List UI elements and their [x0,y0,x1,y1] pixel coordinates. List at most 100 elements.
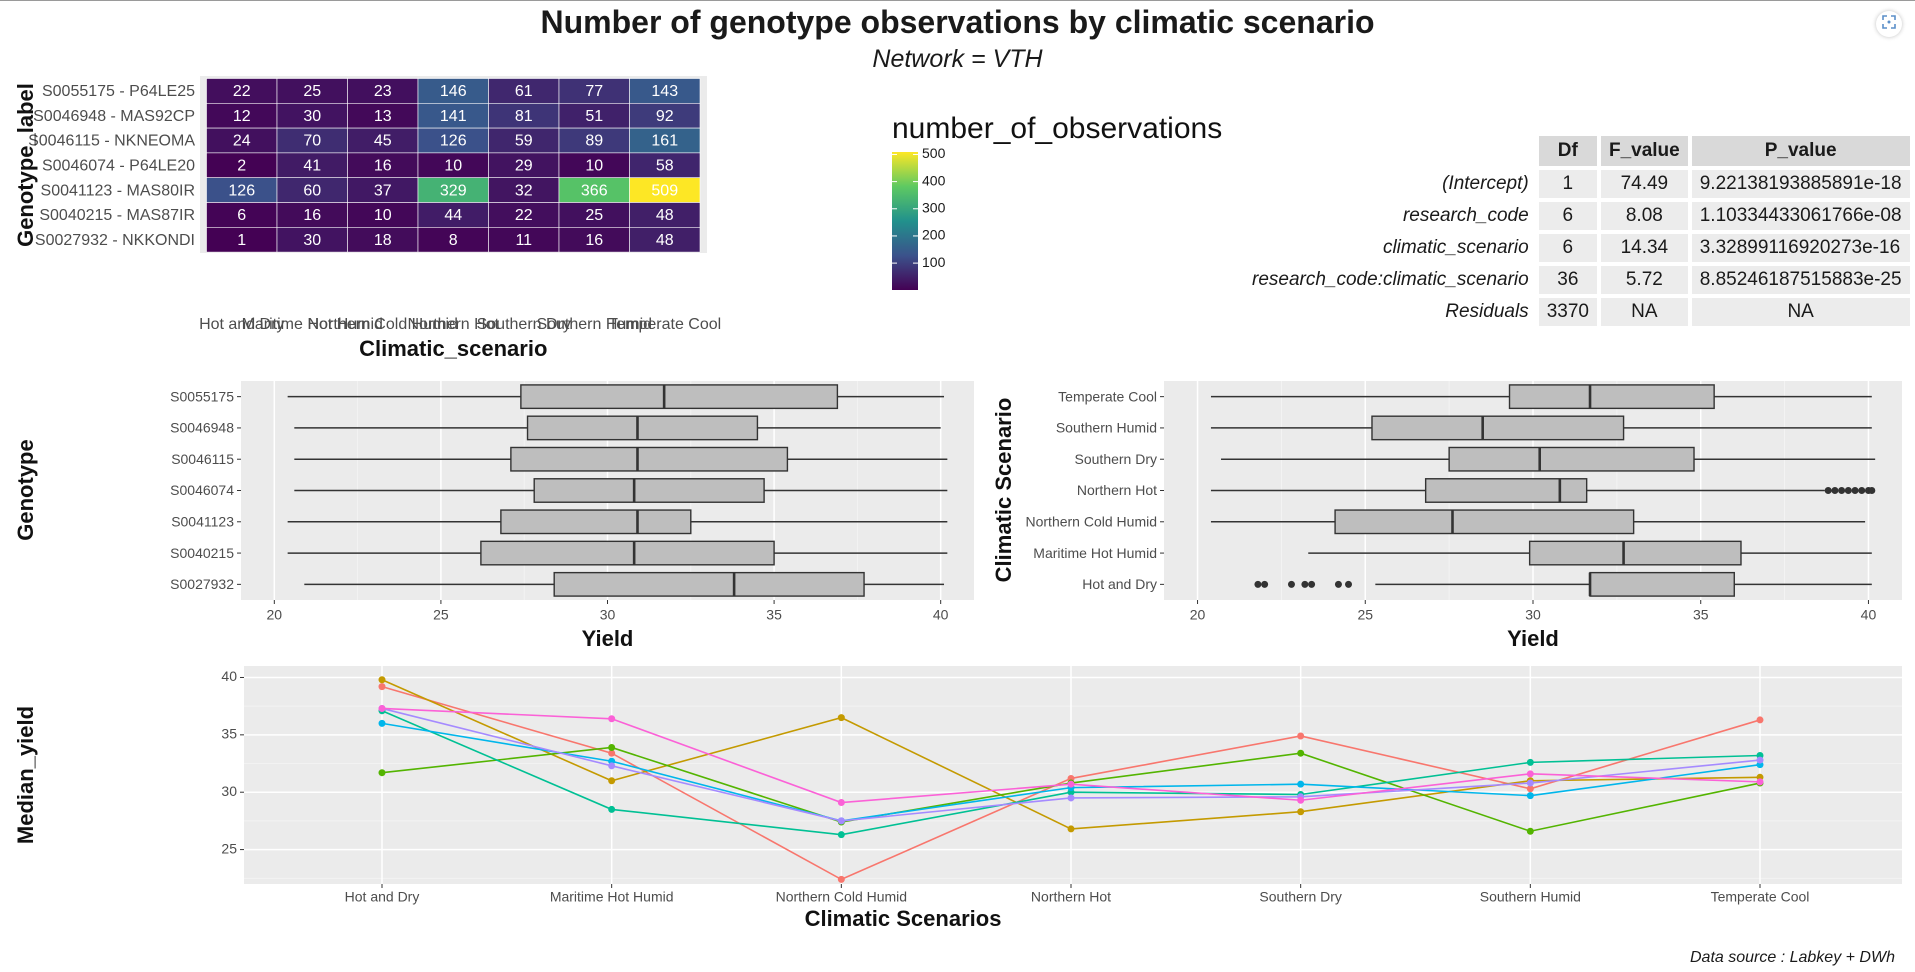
heatmap-cell [558,103,630,129]
anova-df: 6 [1538,202,1597,230]
heatmap-cell-label: 10 [444,158,462,175]
heatmap-cell-label: 10 [585,158,603,175]
scenario-boxplot-y-tick-label: Southern Dry [1075,451,1157,467]
heatmap-cell-label: 11 [515,232,532,249]
heatmap-cell-label: 141 [440,108,467,125]
genotype-boxplot-box [510,446,789,472]
heatmap-cell-label: 45 [374,133,392,150]
heatmap-cell-label: 89 [585,133,603,150]
heatmap-cell-label: 30 [303,232,321,249]
scenario-boxplot-x-tick-label: 40 [1861,607,1877,623]
heatmap-y-tick-label: S0041123 - MAS80IR [41,182,195,199]
scenario-boxplot-box [1334,509,1635,535]
heatmap-legend-tick-label: 400 [922,172,946,188]
heatmap-cell [488,127,560,154]
heatmap-cell-label: 22 [515,207,533,224]
median-yield-point [1297,796,1305,804]
expand-button[interactable] [1876,11,1902,37]
scenario-boxplot-y-tick-label: Southern Humid [1056,420,1157,436]
anova-row: research_code:climatic_scenario 36 5.72 … [1244,266,1910,294]
heatmap-legend-title: number_of_observations [892,112,1222,145]
heatmap-x-tick-label: Northern Cold Humid [308,316,458,333]
scenario-boxplot-outlier [1844,487,1852,494]
scenario-boxplot-x-tick-label: 25 [1357,607,1373,623]
heatmap-y-tick-label: S0046948 - MAS92CP [33,108,195,125]
anova-f: 14.34 [1600,234,1688,262]
scenario-boxplot-box [1371,415,1625,441]
median-yield-point [1067,825,1075,833]
genotype-boxplot-x-tick-label: 40 [933,607,949,623]
heatmap-x-axis-title: Climatic_scenario [359,336,547,361]
anova-p: 3.32899116920273e-16 [1691,234,1910,262]
heatmap-cell-label: 30 [303,108,321,125]
anova-table: Df F_value P_value (Intercept) 1 74.49 9… [1240,132,1914,330]
heatmap-cell-label: 18 [374,232,392,249]
heatmap-cell-label: 70 [303,133,321,150]
median-yield-point [378,719,386,727]
heatmap-cell-label: 59 [515,133,533,150]
heatmap-cell-label: 126 [228,182,255,199]
anova-term: (Intercept) [1442,173,1529,194]
heatmap-cell-label: 143 [651,83,678,100]
scenario-boxplot-x-axis-title: Yield [1507,626,1559,651]
median-yield-y-tick-label: 30 [221,783,237,799]
median-yield-point [608,749,616,757]
heatmap-legend-tick-label: 200 [922,227,946,243]
heatmap-cell [347,202,419,228]
genotype-boxplot-box [553,571,865,597]
anova-row: research_code 6 8.08 1.10334433061766e-0… [1244,202,1910,230]
scenario-boxplot-box [1589,571,1735,597]
heatmap-y-tick-label: S0055175 - P64LE25 [42,83,195,100]
heatmap-cell-label: 16 [303,207,321,224]
median-yield-x-tick-label: Northern Hot [1031,889,1111,905]
median-yield-point [837,875,845,883]
scenario-boxplot-outlier [1261,580,1269,588]
heatmap-cell [488,202,560,228]
heatmap-cell [206,177,278,203]
scenario-boxplot-outlier [1824,487,1832,494]
genotype-boxplot-x-tick-label: 20 [267,607,283,623]
scenario-boxplot-box [1528,540,1742,566]
median-yield-point [608,715,616,723]
median-yield-point [1526,827,1534,835]
scenario-boxplot-outlier [1858,487,1866,494]
heatmap-cell-label: 1 [237,232,246,249]
median-yield-point [1756,716,1764,724]
median-yield-point [1297,749,1305,757]
heatmap-cell [629,78,701,104]
heatmap-y-axis-title: Genotype_label [13,83,38,247]
anova-header-p: P_value [1691,136,1910,166]
scenario-boxplot-box [1508,384,1715,410]
heatmap-y-tick-label: S0027932 - NKKONDI [35,232,195,249]
heatmap-cell-label: 13 [374,108,392,125]
heatmap-cell [629,202,701,228]
median-yield-point [608,805,616,813]
scenario-boxplot-outlier [1831,487,1839,494]
scenario-boxplot-outlier [1308,580,1316,588]
anova-term: research_code:climatic_scenario [1252,269,1529,290]
genotype-boxplot-box [480,540,775,566]
median-yield-point [1297,808,1305,816]
heatmap-cell-label: 48 [656,232,674,249]
heatmap-cell [558,177,630,203]
heatmap-cell-label: 25 [303,83,321,100]
heatmap-cell [206,103,278,129]
median-yield-y-tick-label: 25 [221,840,237,856]
heatmap-y-tick-label: S0046115 - NKNEOMA [28,133,195,150]
anova-corner [1244,136,1535,166]
genotype-boxplot-y-tick-label: S0040215 [170,545,234,561]
anova-row: Residuals 3370 NA NA [1244,298,1910,326]
heatmap-cell-label: 37 [374,182,392,199]
anova-df: 1 [1538,170,1597,198]
median-yield-point [837,799,845,807]
heatmap-cell [347,152,419,178]
expand-icon [1882,14,1896,34]
heatmap-cell-label: 161 [651,133,678,150]
scenario-boxplot-box [1424,478,1588,503]
anova-term: research_code [1402,205,1529,226]
heatmap-cell [206,202,278,228]
heatmap-cell [347,78,419,104]
heatmap-x-tick-label: Temperate Cool [608,316,721,333]
anova-f: 74.49 [1600,170,1688,198]
